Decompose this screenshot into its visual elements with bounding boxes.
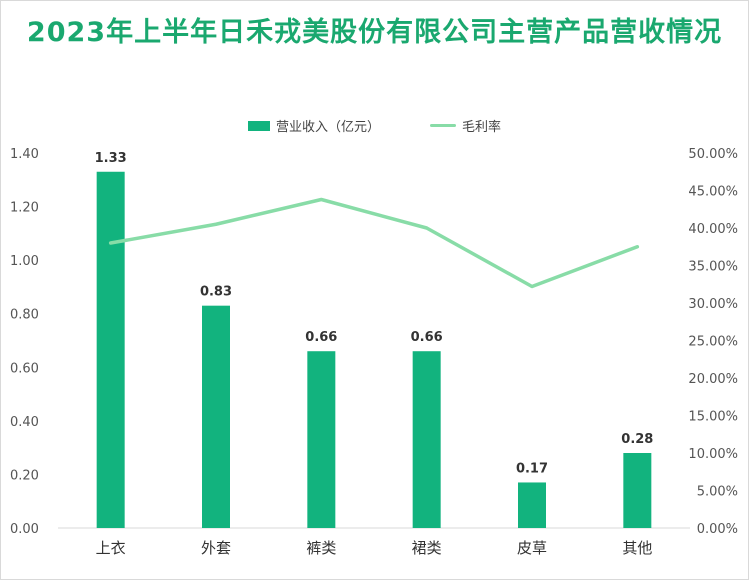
margin-point <box>214 222 218 226</box>
margin-point <box>530 285 534 288</box>
bar-裙类 <box>412 351 441 528</box>
legend-line-swatch <box>430 124 456 127</box>
bar-其他 <box>623 453 652 528</box>
y-left-tick-label: 1.40 <box>10 147 39 162</box>
margin-point <box>425 226 429 230</box>
y-right-tick-label: 20.00% <box>688 372 738 387</box>
x-tick-label: 裙类 <box>412 539 442 557</box>
y-right-tick-label: 50.00% <box>688 147 738 162</box>
x-tick-label: 皮草 <box>517 539 547 557</box>
y-right-tick-label: 25.00% <box>688 335 738 350</box>
y-right-tick-label: 15.00% <box>688 410 738 425</box>
x-tick-label: 裤类 <box>306 539 336 557</box>
margin-line <box>108 197 640 289</box>
y-right-tick-label: 40.00% <box>688 222 738 237</box>
legend-item-margin: 毛利率 <box>430 116 501 135</box>
y-right-tick-label: 35.00% <box>688 260 738 275</box>
x-tick-label: 外套 <box>201 539 231 557</box>
margin-point <box>109 241 113 245</box>
bar-value-label: 0.66 <box>411 330 443 345</box>
margin-point <box>635 245 639 249</box>
x-tick-label: 上衣 <box>96 539 126 557</box>
bar-value-label: 0.83 <box>200 285 232 300</box>
y-left-tick-label: 1.00 <box>10 254 39 269</box>
legend-label-revenue: 营业收入（亿元） <box>276 120 381 135</box>
y-left-tick-label: 0.00 <box>10 522 39 537</box>
legend-item-revenue: 营业收入（亿元） <box>248 116 380 135</box>
y-right-tick-label: 10.00% <box>688 447 738 462</box>
bar-value-label: 0.66 <box>305 330 337 345</box>
bar-裤类 <box>307 351 336 528</box>
y-right-tick-label: 30.00% <box>688 297 738 312</box>
bar-上衣 <box>96 171 125 528</box>
bar-外套 <box>202 305 230 528</box>
bar-value-label: 0.28 <box>621 432 653 447</box>
legend-bar-swatch <box>248 120 270 131</box>
chart-legend: 营业收入（亿元） 毛利率 <box>0 116 749 136</box>
y-left-tick-label: 0.80 <box>10 308 39 323</box>
chart-title-text: 2023年上半年日禾戎美股份有限公司主营产品营收情况 <box>26 17 723 48</box>
y-left-tick-label: 0.20 <box>10 468 39 483</box>
y-left-tick-label: 0.40 <box>10 415 39 430</box>
y-left-tick-label: 0.60 <box>10 361 39 376</box>
legend-label-margin: 毛利率 <box>462 120 502 135</box>
y-right-tick-label: 5.00% <box>697 485 738 500</box>
y-right-tick-label: 45.00% <box>688 185 738 200</box>
chart-title: 2023年上半年日禾戎美股份有限公司主营产品营收情况 <box>0 14 749 52</box>
bar-皮草 <box>518 482 546 528</box>
bar-value-label: 0.17 <box>516 461 548 476</box>
y-right-tick-label: 0.00% <box>697 522 738 537</box>
x-tick-label: 其他 <box>622 539 652 557</box>
margin-point <box>319 198 323 201</box>
bar-value-label: 1.33 <box>95 151 127 166</box>
y-left-tick-label: 1.20 <box>10 201 39 216</box>
